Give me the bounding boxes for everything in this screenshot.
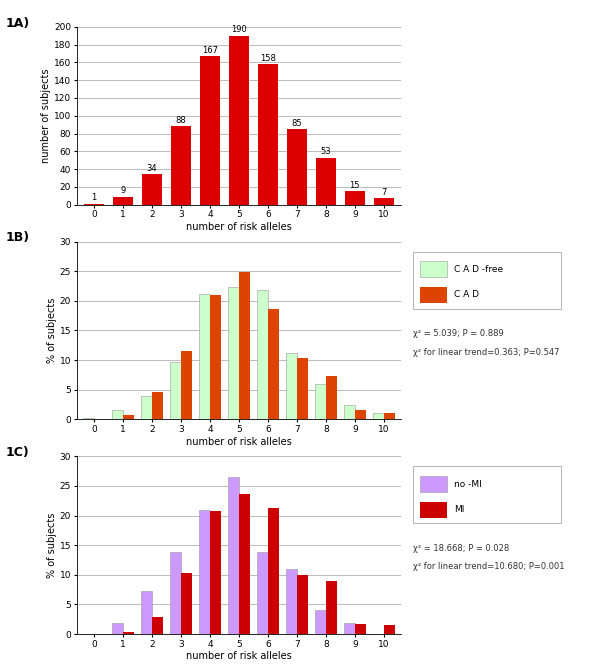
Bar [228, 477, 239, 634]
Text: χ² for linear trend=10.680; P=0.001: χ² for linear trend=10.680; P=0.001 [413, 562, 565, 571]
Bar [171, 126, 191, 205]
Bar [199, 510, 210, 634]
Bar [344, 623, 355, 634]
Bar [210, 295, 221, 419]
X-axis label: number of risk alleles: number of risk alleles [186, 437, 292, 447]
FancyBboxPatch shape [413, 252, 560, 309]
Bar [181, 351, 192, 419]
Text: χ² for linear trend=0.363; P=0.547: χ² for linear trend=0.363; P=0.547 [413, 348, 559, 356]
Bar [268, 508, 278, 634]
Bar [181, 573, 192, 634]
Bar [257, 290, 268, 419]
Text: 34: 34 [147, 164, 158, 173]
Bar [171, 362, 181, 419]
Text: 1C): 1C) [6, 446, 30, 459]
Bar [112, 411, 123, 419]
Bar [344, 405, 355, 419]
Bar [229, 36, 249, 205]
Bar [315, 384, 326, 419]
Bar [326, 581, 336, 634]
Bar [316, 158, 336, 205]
Text: 7: 7 [381, 188, 386, 197]
Bar [210, 511, 221, 634]
Text: 1B): 1B) [6, 231, 30, 244]
Text: C A D -free: C A D -free [454, 265, 503, 274]
Y-axis label: % of subjects: % of subjects [47, 298, 57, 363]
Bar [355, 410, 366, 419]
Bar [420, 476, 447, 492]
Bar [420, 502, 447, 518]
Bar [239, 495, 250, 634]
Bar [239, 272, 250, 419]
Bar [373, 199, 394, 205]
Bar [142, 174, 162, 205]
Y-axis label: number of subjects: number of subjects [41, 68, 51, 163]
Bar [142, 396, 152, 419]
Bar [228, 287, 239, 419]
Bar [286, 353, 297, 419]
Bar [152, 617, 163, 634]
Bar [315, 611, 326, 634]
Text: MI: MI [454, 505, 465, 514]
Text: 167: 167 [202, 46, 218, 55]
Bar [258, 64, 278, 205]
Text: χ² = 18.668; P = 0.028: χ² = 18.668; P = 0.028 [413, 544, 509, 552]
Bar [345, 191, 365, 205]
Bar [420, 287, 447, 303]
Bar [287, 129, 307, 205]
Y-axis label: % of subjects: % of subjects [47, 513, 57, 578]
Text: 9: 9 [120, 187, 126, 195]
Bar [112, 623, 123, 634]
FancyBboxPatch shape [413, 466, 560, 523]
Text: 53: 53 [320, 147, 331, 156]
Text: 1A): 1A) [6, 17, 30, 30]
Text: C A D: C A D [454, 291, 479, 299]
Bar [420, 261, 447, 277]
Bar [297, 575, 307, 634]
Bar [123, 632, 134, 634]
Text: 1: 1 [91, 193, 97, 203]
Text: 190: 190 [231, 25, 247, 34]
Bar [142, 591, 152, 634]
Text: no -MI: no -MI [454, 480, 482, 488]
Bar [113, 197, 133, 205]
Bar [384, 625, 395, 634]
Text: χ² = 5.039; P = 0.889: χ² = 5.039; P = 0.889 [413, 329, 504, 338]
Bar [286, 569, 297, 634]
Bar [123, 415, 134, 419]
Text: 88: 88 [176, 116, 186, 125]
Bar [355, 624, 366, 634]
Bar [268, 309, 278, 419]
X-axis label: number of risk alleles: number of risk alleles [186, 222, 292, 232]
X-axis label: number of risk alleles: number of risk alleles [186, 652, 292, 662]
Bar [84, 204, 104, 205]
Bar [199, 294, 210, 419]
Text: 158: 158 [260, 54, 276, 63]
Bar [83, 417, 94, 419]
Bar [373, 413, 384, 419]
Bar [326, 376, 336, 419]
Text: 15: 15 [350, 181, 360, 190]
Bar [257, 552, 268, 634]
Bar [171, 552, 181, 634]
Bar [297, 358, 307, 419]
Text: 85: 85 [291, 119, 302, 127]
Bar [384, 413, 395, 419]
Bar [152, 392, 163, 419]
Bar [200, 56, 220, 205]
